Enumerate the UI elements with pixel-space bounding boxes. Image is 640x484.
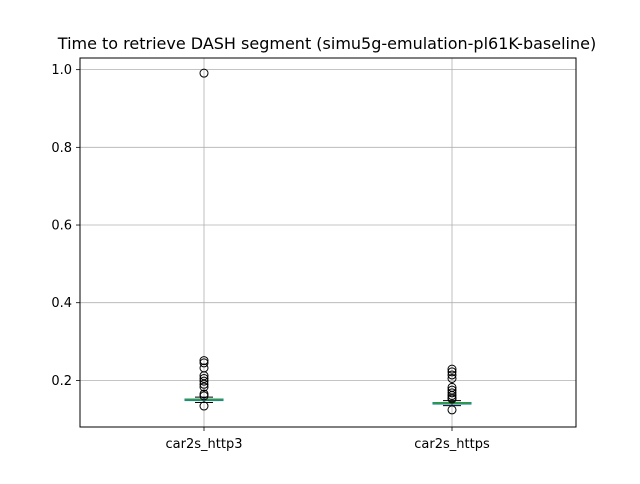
outlier-point xyxy=(199,376,209,386)
y-tick-label: 0.4 xyxy=(51,296,72,311)
outlier-point xyxy=(447,370,457,380)
outlier-point xyxy=(199,391,209,401)
chart-title: Time to retrieve DASH segment (simu5g-em… xyxy=(57,34,596,53)
boxes xyxy=(184,68,472,415)
outlier-point xyxy=(199,382,209,392)
y-tick-label: 0.2 xyxy=(51,374,72,389)
outlier-point xyxy=(447,405,457,415)
outlier-point xyxy=(199,356,209,366)
outlier-point xyxy=(199,68,209,78)
box-car2s_https xyxy=(432,364,472,415)
x-tick-label: car2s_http3 xyxy=(166,437,243,452)
outlier-point xyxy=(447,394,457,404)
outlier-point xyxy=(447,373,457,383)
outlier-point xyxy=(199,358,209,368)
outlier-point xyxy=(447,364,457,374)
y-tick-label: 1.0 xyxy=(51,63,72,78)
axes: 0.2 0.4 0.6 0.8 1.0 car2s_http3 car2s_https xyxy=(51,63,490,452)
outlier-point xyxy=(447,388,457,398)
y-tick-label: 0.6 xyxy=(51,219,72,234)
outlier-point xyxy=(447,367,457,377)
box-car2s_http3 xyxy=(184,68,224,411)
grid-lines xyxy=(80,58,576,427)
x-tick-label: car2s_https xyxy=(414,437,490,452)
y-tick-label: 0.8 xyxy=(51,141,72,156)
outlier-point xyxy=(199,401,209,411)
outlier-point xyxy=(199,371,209,381)
outlier-point xyxy=(447,391,457,401)
outlier-point xyxy=(199,379,209,389)
outlier-point xyxy=(199,373,209,383)
plot-frame xyxy=(79,57,577,428)
